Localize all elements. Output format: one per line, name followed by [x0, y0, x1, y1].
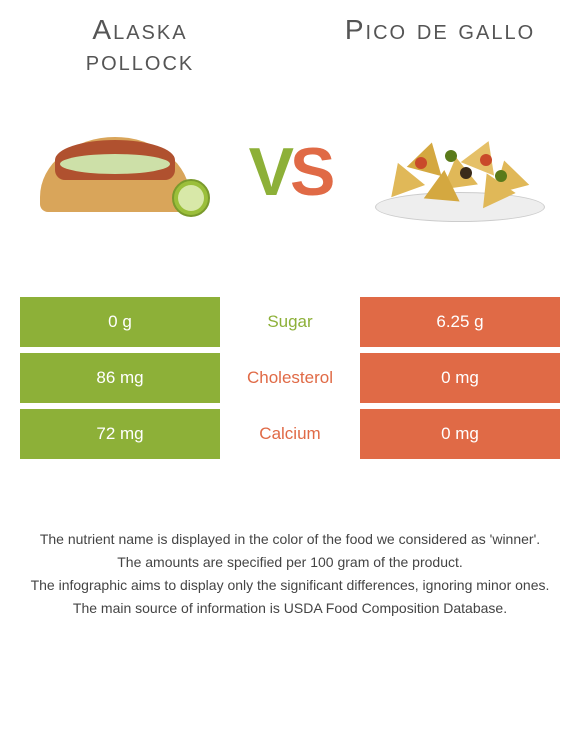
nutrient-label: Cholesterol	[220, 353, 360, 403]
table-row: 72 mg Calcium 0 mg	[20, 409, 560, 459]
left-food-title: Alaska pollock	[40, 15, 240, 77]
footnote-line: The infographic aims to display only the…	[30, 575, 550, 596]
taco-illustration	[40, 132, 200, 212]
footnote-line: The main source of information is USDA F…	[30, 598, 550, 619]
footnote-line: The amounts are specified per 100 gram o…	[30, 552, 550, 573]
nutrient-label: Calcium	[220, 409, 360, 459]
vs-badge: VS	[249, 133, 332, 211]
footnotes: The nutrient name is displayed in the co…	[20, 529, 560, 619]
left-value-cell: 72 mg	[20, 409, 220, 459]
right-food-title: Pico de gallo	[340, 15, 540, 77]
right-food-image	[370, 107, 550, 237]
header-row: Alaska pollock Pico de gallo	[20, 15, 560, 77]
table-row: 86 mg Cholesterol 0 mg	[20, 353, 560, 403]
left-food-image	[30, 107, 210, 237]
table-row: 0 g Sugar 6.25 g	[20, 297, 560, 347]
right-value-cell: 0 mg	[360, 353, 560, 403]
footnote-line: The nutrient name is displayed in the co…	[30, 529, 550, 550]
right-value-cell: 6.25 g	[360, 297, 560, 347]
image-row: VS	[20, 107, 560, 237]
left-value-cell: 0 g	[20, 297, 220, 347]
nutrient-label: Sugar	[220, 297, 360, 347]
right-value-cell: 0 mg	[360, 409, 560, 459]
left-value-cell: 86 mg	[20, 353, 220, 403]
vs-letter-s: S	[290, 134, 331, 210]
nachos-illustration	[375, 122, 545, 222]
vs-letter-v: V	[249, 134, 290, 210]
nutrient-table: 0 g Sugar 6.25 g 86 mg Cholesterol 0 mg …	[20, 297, 560, 459]
